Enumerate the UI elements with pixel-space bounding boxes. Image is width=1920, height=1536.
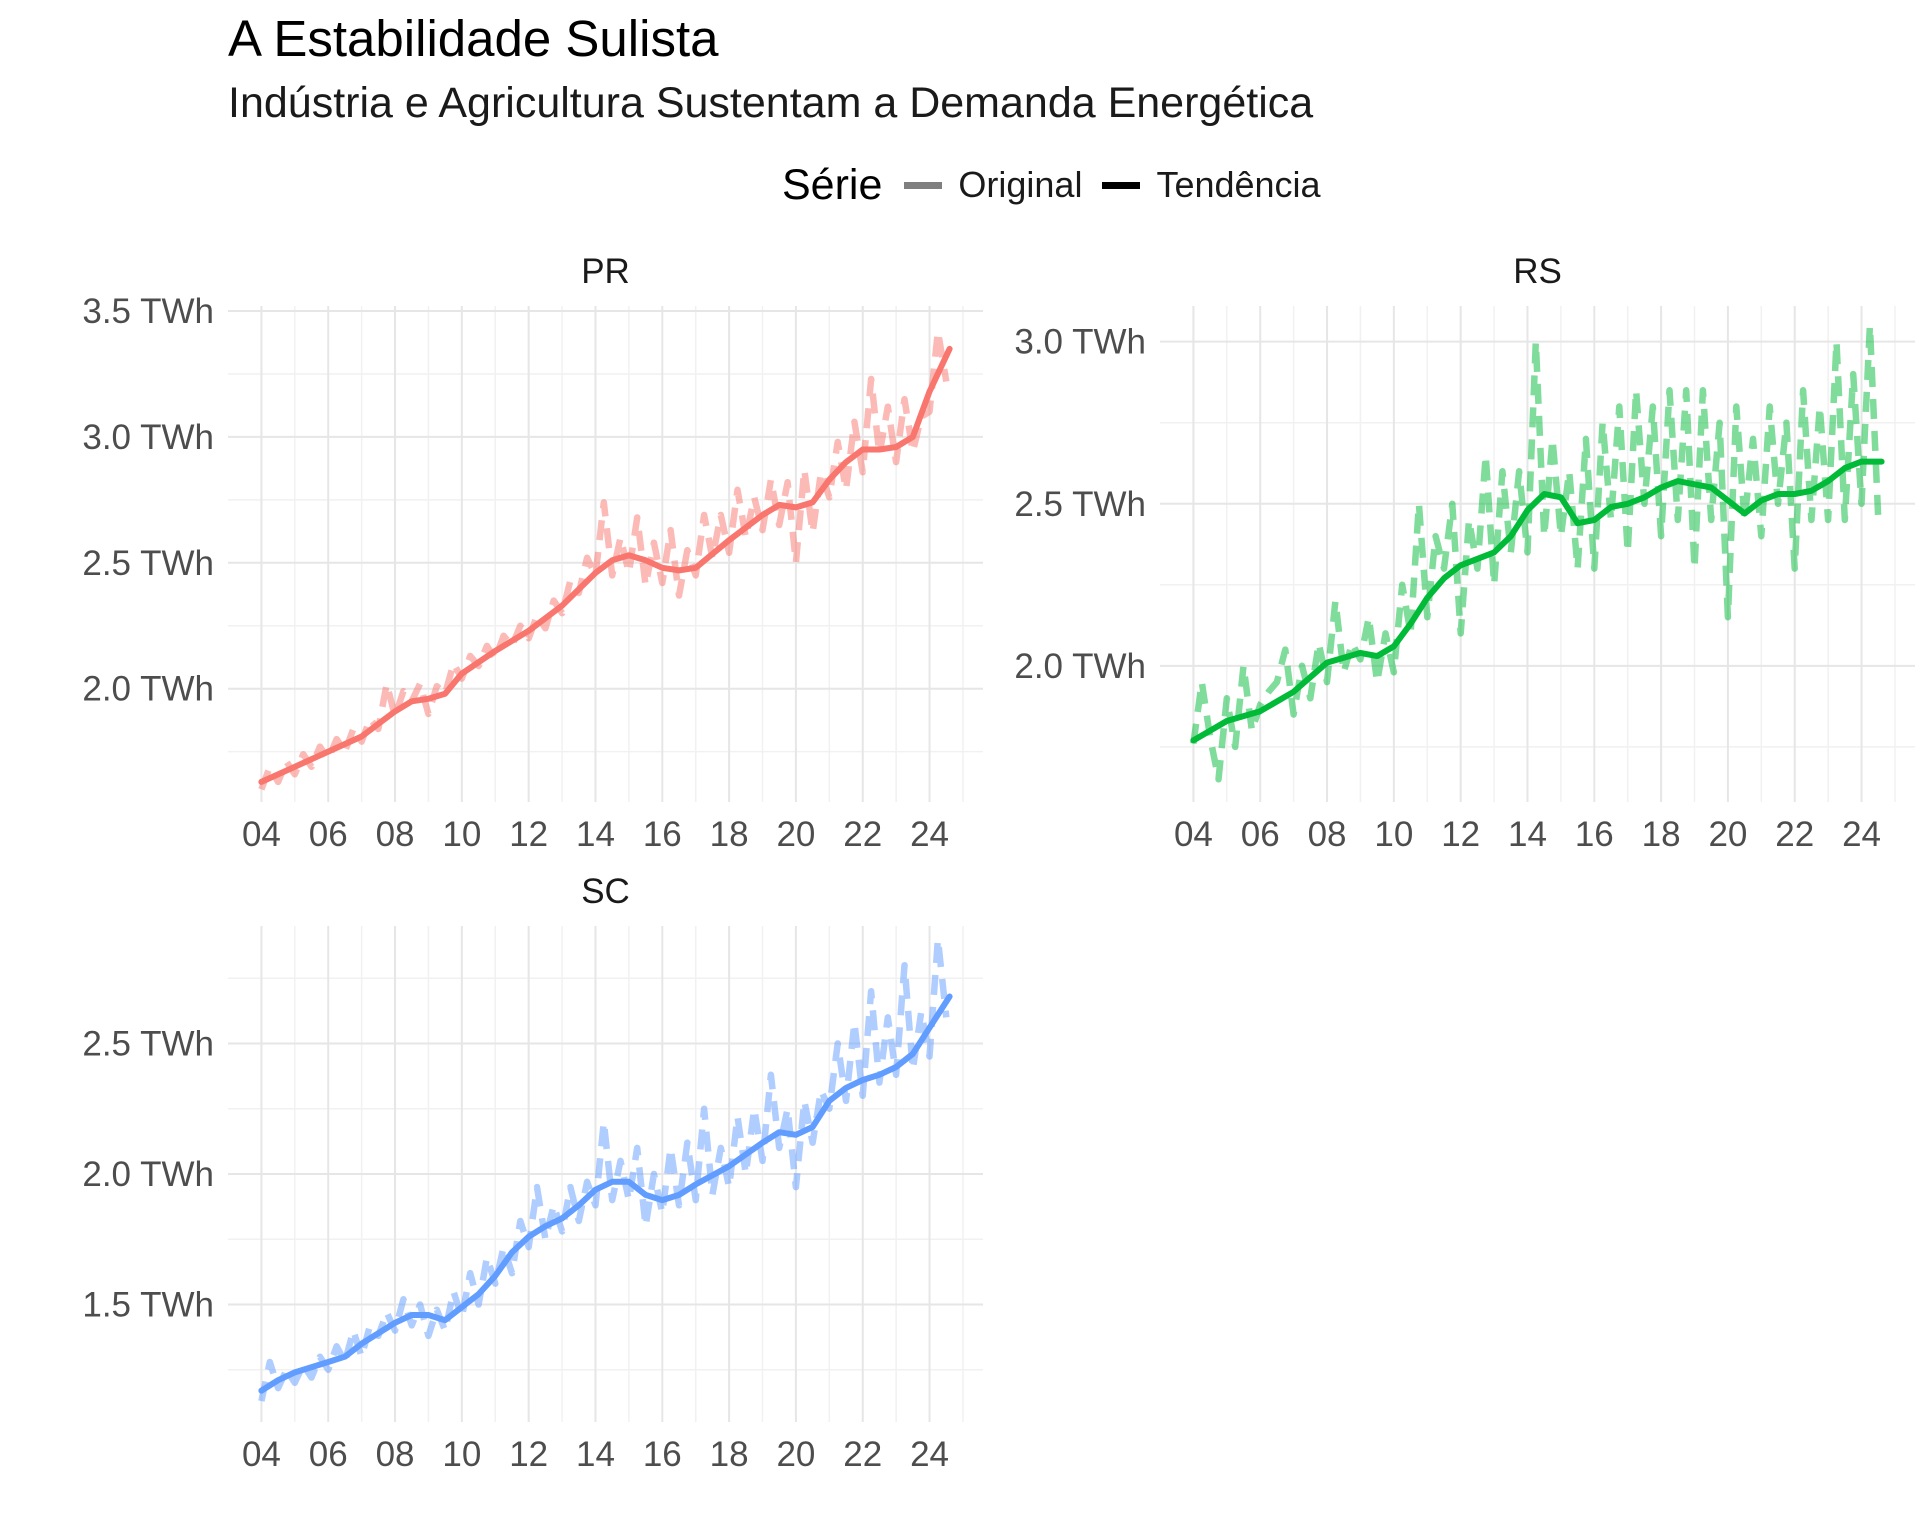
x-tick-label: 10 bbox=[442, 1435, 481, 1474]
original-series-pr bbox=[258, 327, 950, 791]
x-tick-label: 08 bbox=[1308, 815, 1347, 854]
y-tick-label: 2.0 TWh bbox=[1014, 647, 1146, 686]
y-tick-label: 2.5 TWh bbox=[82, 1024, 214, 1063]
trend-series-sc bbox=[258, 993, 953, 1394]
x-tick-label: 16 bbox=[643, 1435, 682, 1474]
chart-title: A Estabilidade Sulista bbox=[228, 10, 719, 67]
legend-label-tendencia: Tendência bbox=[1156, 164, 1321, 205]
legend: Série Original Tendência bbox=[782, 155, 1341, 215]
y-tick-label: 3.0 TWh bbox=[82, 418, 214, 457]
facet-label-pr: PR bbox=[581, 252, 630, 291]
y-tick-label: 2.5 TWh bbox=[82, 544, 214, 583]
x-tick-label: 12 bbox=[509, 815, 548, 854]
y-tick-label: 2.0 TWh bbox=[82, 670, 214, 709]
y-tick-label: 2.0 TWh bbox=[82, 1155, 214, 1194]
legend-key-original bbox=[904, 181, 943, 189]
x-tick-label: 06 bbox=[1241, 815, 1280, 854]
x-tick-label: 16 bbox=[1575, 815, 1614, 854]
x-tick-label: 16 bbox=[643, 815, 682, 854]
x-tick-label: 18 bbox=[1642, 815, 1681, 854]
x-tick-label: 12 bbox=[509, 1435, 548, 1474]
legend-key-tendencia bbox=[1102, 181, 1141, 189]
x-tick-label: 22 bbox=[843, 815, 882, 854]
x-tick-label: 06 bbox=[309, 1435, 348, 1474]
x-tick-label: 20 bbox=[776, 815, 815, 854]
original-series-rs bbox=[1190, 322, 1882, 783]
y-tick-label: 3.0 TWh bbox=[1014, 323, 1146, 362]
y-tick-label: 1.5 TWh bbox=[82, 1286, 214, 1325]
x-tick-label: 10 bbox=[442, 815, 481, 854]
y-tick-label: 3.5 TWh bbox=[82, 292, 214, 331]
x-tick-label: 04 bbox=[1174, 815, 1213, 854]
original-series-sc bbox=[258, 935, 950, 1402]
chart-subtitle: Indústria e Agricultura Sustentam a Dema… bbox=[228, 79, 1314, 127]
x-tick-label: 18 bbox=[710, 1435, 749, 1474]
x-tick-label: 10 bbox=[1374, 815, 1413, 854]
x-tick-label: 24 bbox=[910, 1435, 949, 1474]
x-tick-label: 04 bbox=[242, 815, 281, 854]
facet-label-sc: SC bbox=[581, 872, 630, 911]
x-tick-label: 20 bbox=[776, 1435, 815, 1474]
x-tick-label: 08 bbox=[376, 815, 415, 854]
x-tick-label: 20 bbox=[1708, 815, 1747, 854]
x-tick-label: 12 bbox=[1441, 815, 1480, 854]
x-tick-label: 24 bbox=[1842, 815, 1881, 854]
x-tick-label: 04 bbox=[242, 1435, 281, 1474]
x-tick-label: 14 bbox=[576, 815, 615, 854]
x-tick-label: 06 bbox=[309, 815, 348, 854]
trend-series-rs bbox=[1190, 458, 1885, 744]
legend-label-original: Original bbox=[958, 164, 1083, 205]
x-tick-label: 08 bbox=[376, 1435, 415, 1474]
x-tick-label: 14 bbox=[576, 1435, 615, 1474]
x-tick-label: 24 bbox=[910, 815, 949, 854]
x-tick-label: 22 bbox=[843, 1435, 882, 1474]
legend-title: Série bbox=[782, 160, 883, 209]
facet-label-rs: RS bbox=[1513, 252, 1562, 291]
trend-series-pr bbox=[258, 345, 953, 785]
x-tick-label: 22 bbox=[1775, 815, 1814, 854]
y-tick-label: 2.5 TWh bbox=[1014, 485, 1146, 524]
x-tick-label: 18 bbox=[710, 815, 749, 854]
x-tick-label: 14 bbox=[1508, 815, 1547, 854]
